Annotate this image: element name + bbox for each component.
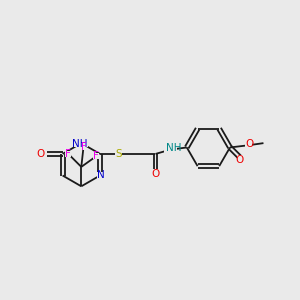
Text: F: F (80, 142, 86, 152)
Text: O: O (37, 149, 45, 159)
Bar (40, 151, 47, 158)
Bar (94, 153, 99, 159)
Text: F: F (94, 151, 99, 161)
Text: F: F (65, 149, 71, 159)
Bar (115, 151, 122, 158)
Text: O: O (236, 155, 244, 165)
Bar (74, 139, 88, 147)
Text: S: S (115, 149, 122, 159)
Bar (152, 169, 159, 176)
Bar (164, 146, 178, 154)
Text: NH: NH (72, 139, 87, 149)
Bar (245, 142, 252, 149)
Text: N: N (97, 169, 105, 179)
Bar (80, 145, 86, 150)
Bar (97, 172, 104, 179)
Bar (237, 155, 244, 162)
Text: O: O (245, 139, 254, 149)
Text: O: O (152, 169, 160, 179)
Bar (65, 151, 71, 157)
Text: NH: NH (166, 142, 181, 153)
